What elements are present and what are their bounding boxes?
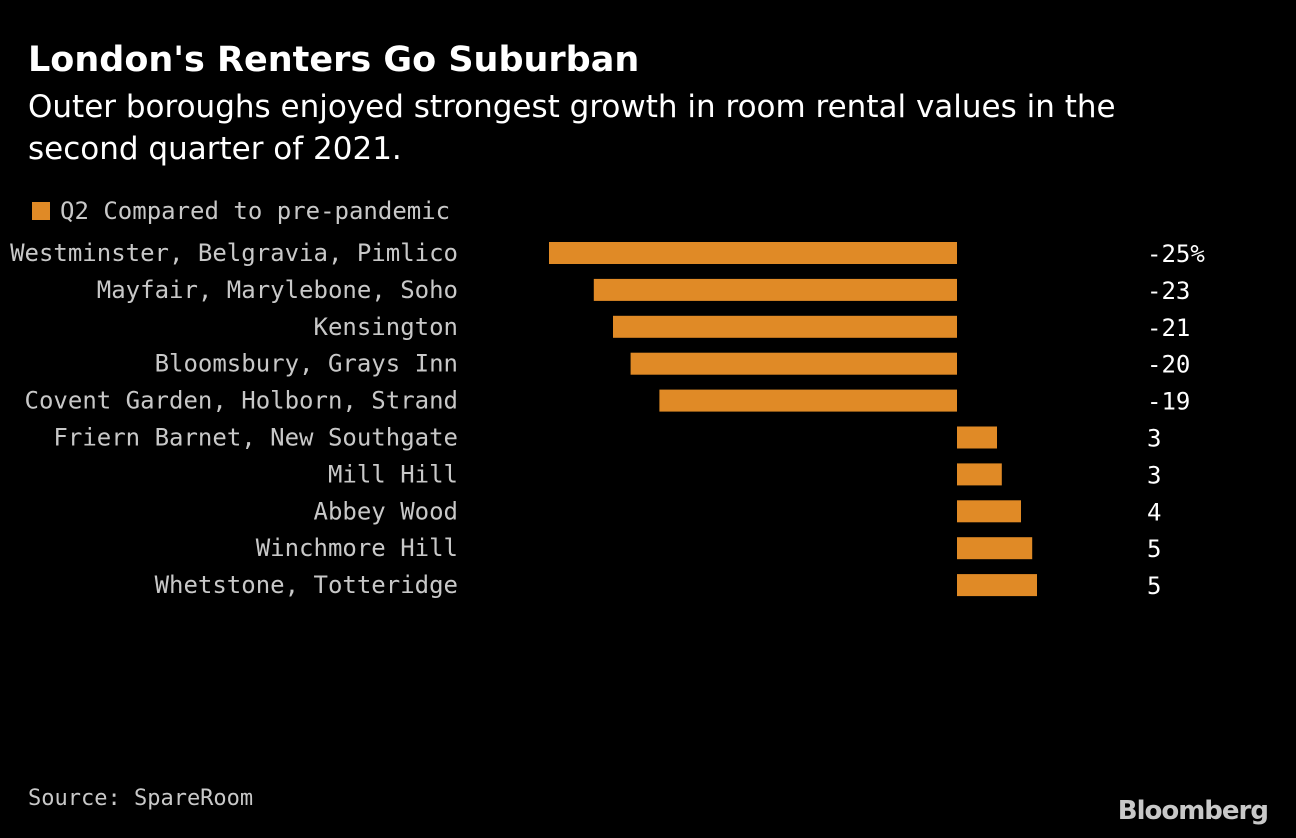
value-label-6: 3	[1147, 461, 1161, 489]
bloomberg-logo: Bloomberg	[1117, 796, 1269, 826]
category-label-5: Friern Barnet, New Southgate	[53, 424, 458, 452]
value-label-7: 4	[1147, 498, 1161, 526]
category-label-3: Bloomsbury, Grays Inn	[155, 350, 458, 378]
category-label-2: Kensington	[314, 313, 459, 341]
value-label-9: 5	[1147, 572, 1161, 600]
category-label-1: Mayfair, Marylebone, Soho	[97, 276, 458, 304]
category-label-6: Mill Hill	[328, 460, 458, 488]
value-label-8: 5	[1147, 535, 1161, 563]
bar-0	[549, 242, 957, 264]
bar-8	[957, 537, 1033, 560]
bar-6	[957, 463, 1002, 486]
source-note: Source: SpareRoom	[28, 786, 254, 811]
bar-3	[630, 352, 957, 375]
value-label-4: -19	[1147, 388, 1190, 416]
value-label-1: -23	[1147, 277, 1190, 305]
category-label-7: Abbey Wood	[314, 497, 459, 525]
value-label-3: -20	[1147, 351, 1190, 379]
chart-title: London's Renters Go Suburban	[28, 40, 640, 80]
value-label-2: -21	[1147, 314, 1190, 342]
bar-5	[957, 426, 997, 449]
category-label-8: Winchmore Hill	[256, 534, 458, 562]
legend: Q2 Compared to pre-pandemic	[32, 196, 450, 226]
chart-subtitle: Outer boroughs enjoyed strongest growth …	[28, 89, 1116, 167]
bar-9	[957, 574, 1037, 597]
category-label-0: Westminster, Belgravia, Pimlico	[10, 239, 458, 267]
legend-label: Q2 Compared to pre-pandemic	[60, 197, 451, 225]
value-label-0: -25%	[1147, 240, 1205, 268]
bar-1	[593, 278, 957, 301]
value-label-5: 3	[1147, 425, 1161, 453]
bar-4	[659, 389, 957, 412]
bar-2	[613, 315, 957, 338]
category-label-4: Covent Garden, Holborn, Strand	[25, 387, 458, 415]
legend-swatch	[32, 202, 50, 220]
category-label-9: Whetstone, Totteridge	[155, 571, 458, 599]
bar-7	[957, 500, 1021, 523]
